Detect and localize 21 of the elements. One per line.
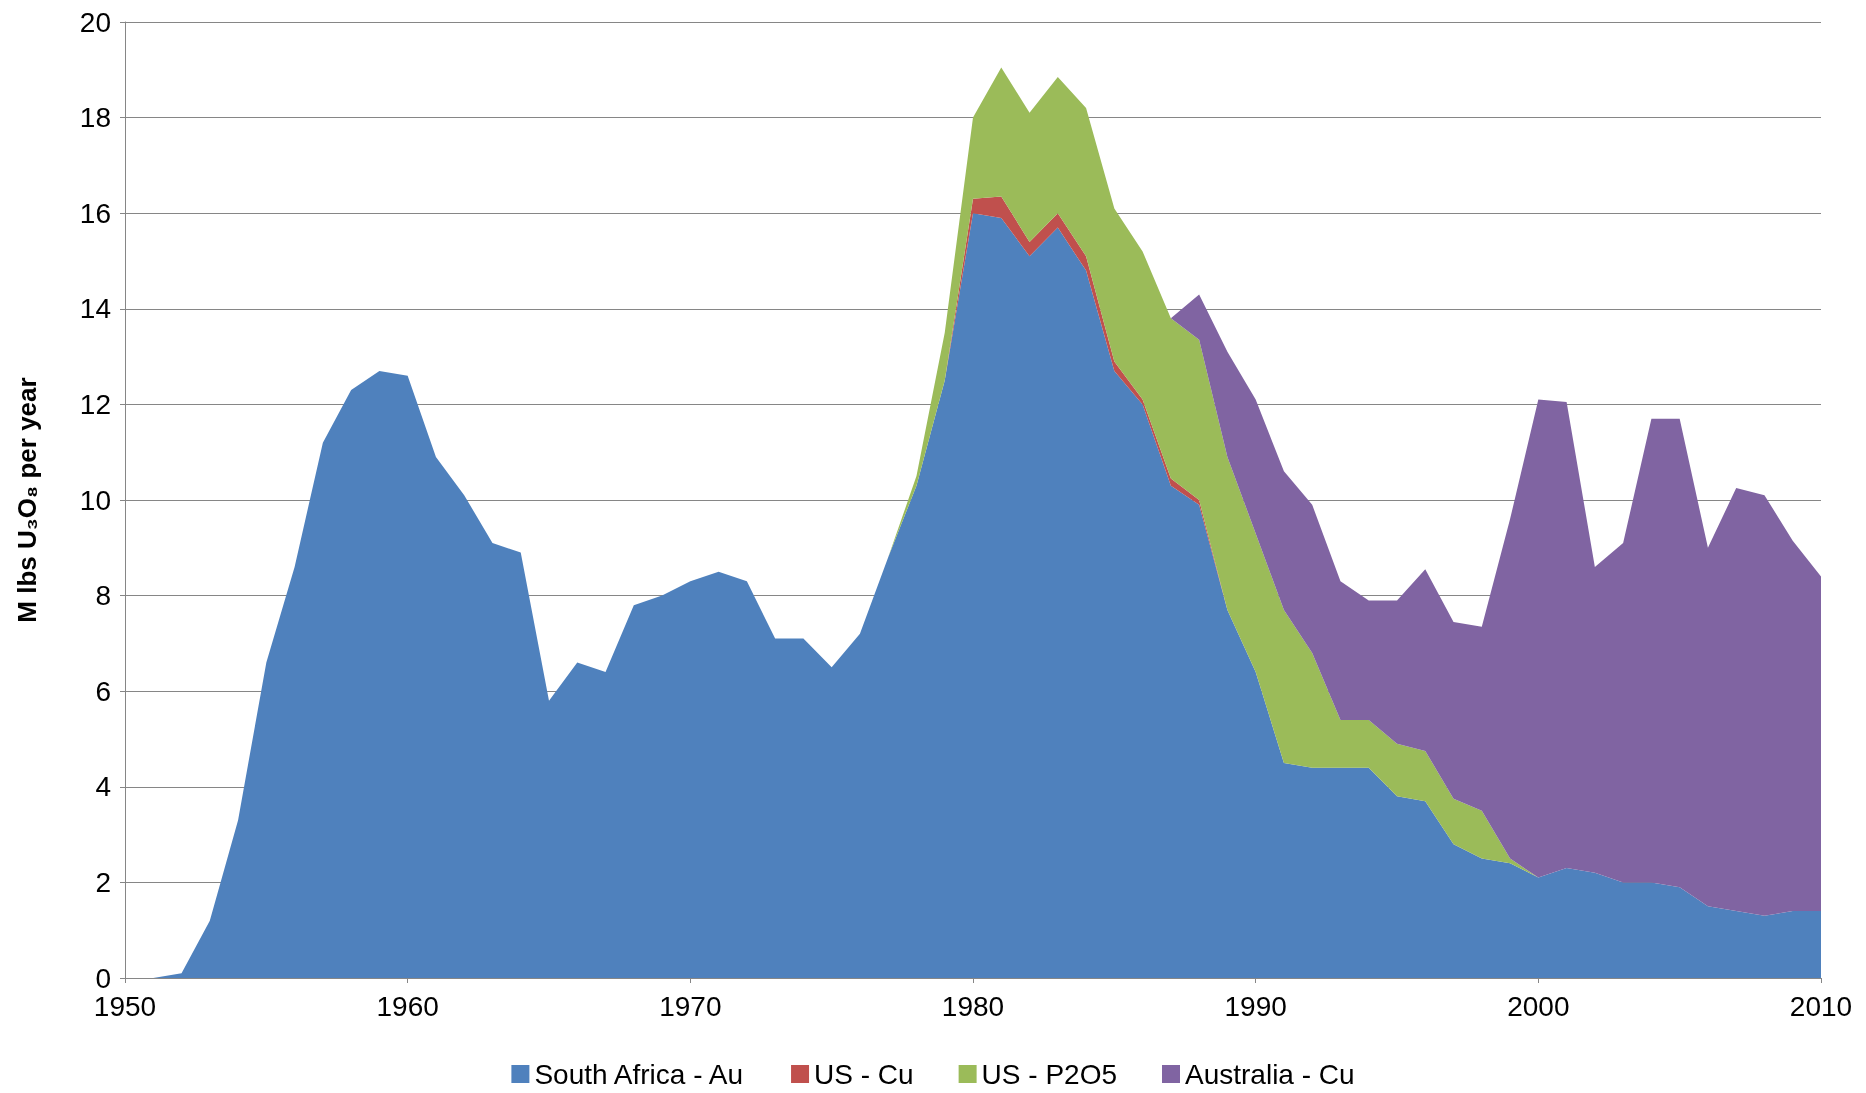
y-tick-label: 4 <box>95 771 111 803</box>
y-tick-label: 2 <box>95 866 111 898</box>
y-tick-label: 18 <box>79 102 111 134</box>
legend-label: Australia - Cu <box>1185 1058 1355 1090</box>
y-axis-title: M lbs U₃O₈ per year <box>12 377 42 623</box>
x-tick-label: 1970 <box>659 990 722 1022</box>
x-tick-label: 1980 <box>941 990 1005 1022</box>
legend-label: US - Cu <box>814 1058 914 1090</box>
y-tick-label: 8 <box>95 580 111 612</box>
x-tick-label: 2000 <box>1507 990 1570 1022</box>
y-tick-label: 12 <box>79 388 111 420</box>
x-tick-label: 1960 <box>376 990 439 1022</box>
legend-label: US - P2O5 <box>981 1058 1118 1090</box>
y-tick-label: 16 <box>79 197 111 229</box>
x-tick-label: 1990 <box>1224 990 1287 1022</box>
y-tick-label: 6 <box>95 675 111 707</box>
y-tick-label: 20 <box>79 6 111 38</box>
legend-label: South Africa - Au <box>534 1058 743 1090</box>
y-tick-label: 14 <box>79 293 111 325</box>
x-tick-label: 2010 <box>1789 990 1853 1022</box>
y-tick-label: 10 <box>79 484 111 516</box>
